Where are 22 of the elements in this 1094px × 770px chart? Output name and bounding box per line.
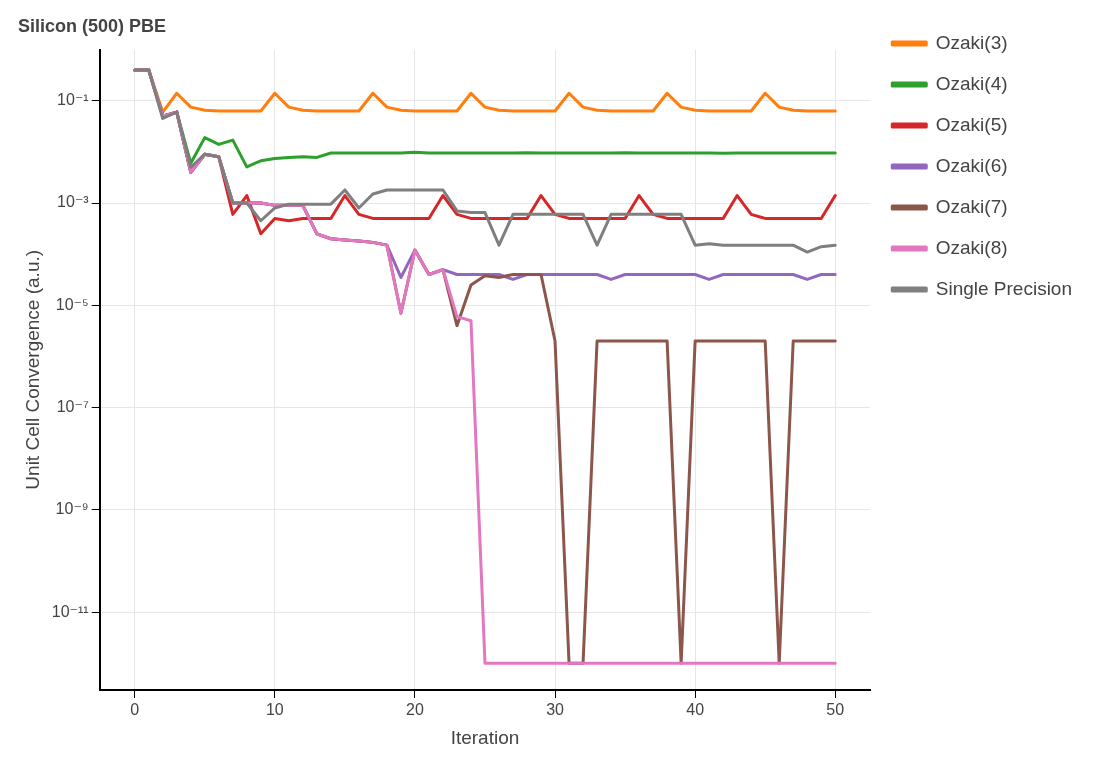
x-axis-title: Iteration: [450, 726, 520, 748]
x-tick-label: 10: [265, 701, 284, 719]
y-tick-label: 10⁻⁵: [55, 295, 89, 313]
legend-label: Ozaki(4): [935, 72, 1008, 94]
y-tick-label: 10⁻¹: [57, 91, 89, 109]
legend-label: Ozaki(8): [935, 236, 1008, 258]
legend-label: Ozaki(5): [935, 113, 1008, 135]
chart-title: Silicon (500) PBE: [18, 15, 167, 36]
x-tick-label: 40: [686, 701, 705, 719]
y-tick-label: 10⁻⁷: [56, 397, 89, 415]
x-tick-label: 20: [406, 701, 424, 719]
y-tick-label: 10⁻³: [57, 193, 90, 211]
legend-label: Ozaki(7): [935, 195, 1008, 217]
y-tick-label: 10⁻¹¹: [51, 602, 89, 620]
y-axis-title: Unit Cell Convergence (a.u.): [21, 249, 43, 490]
legend-label: Ozaki(6): [935, 154, 1008, 176]
x-tick-label: 30: [546, 701, 565, 719]
legend-label: Single Precision: [935, 277, 1073, 299]
x-tick-label: 50: [826, 701, 845, 719]
y-tick-label: 10⁻⁹: [55, 500, 89, 518]
legend-label: Ozaki(3): [935, 31, 1008, 53]
x-tick-label: 0: [130, 701, 140, 719]
